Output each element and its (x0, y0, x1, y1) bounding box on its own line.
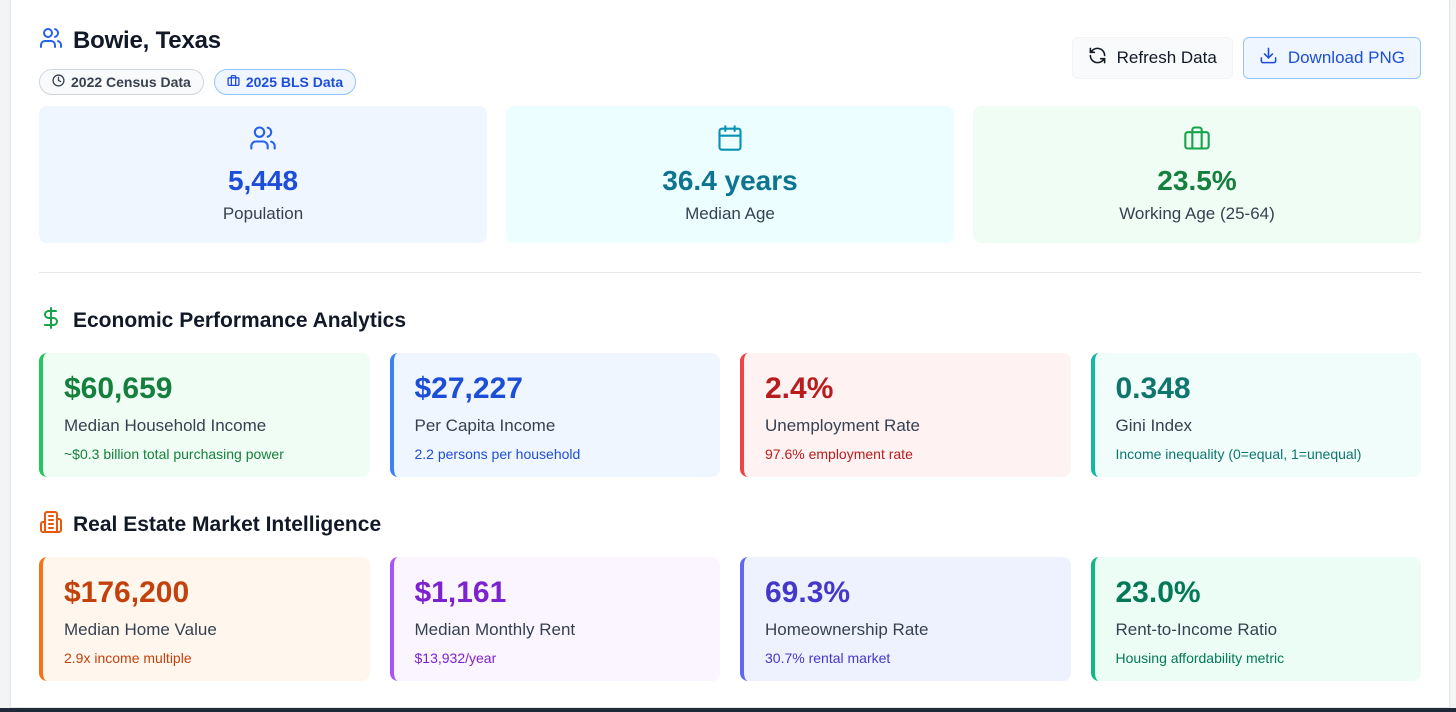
working-age-value: 23.5% (1157, 165, 1237, 196)
census-badge-label: 2022 Census Data (71, 74, 191, 90)
building-icon (39, 510, 63, 540)
refresh-button-label: Refresh Data (1116, 48, 1217, 67)
metric-subtext: Income inequality (0=equal, 1=unequal) (1115, 446, 1362, 462)
unemployment-rate-card: 2.4% Unemployment Rate 97.6% employment … (740, 353, 1071, 477)
median-age-label: Median Age (685, 204, 775, 223)
calendar-icon (716, 124, 744, 157)
median-age-value: 36.4 years (662, 165, 798, 196)
median-age-card: 36.4 years Median Age (506, 106, 954, 243)
metric-value: 2.4% (765, 372, 834, 405)
briefcase-icon (227, 74, 240, 90)
economic-section-heading: Economic Performance Analytics (73, 309, 407, 332)
data-source-badges: 2022 Census Data 2025 BLS Data (39, 69, 1421, 95)
refresh-data-button[interactable]: Refresh Data (1071, 37, 1233, 79)
briefcase-icon (1183, 124, 1211, 157)
median-household-income-card: $60,659 Median Household Income ~$0.3 bi… (39, 353, 370, 477)
bls-data-badge: 2025 BLS Data (213, 69, 357, 95)
summary-cards: 5,448 Population 36.4 years Median Age 2… (39, 106, 1421, 243)
economic-section-title: Economic Performance Analytics (39, 306, 406, 336)
census-data-badge: 2022 Census Data (39, 69, 204, 95)
metric-subtext: ~$0.3 billion total purchasing power (64, 446, 284, 462)
working-age-label: Working Age (25-64) (1119, 204, 1275, 223)
metric-value: $27,227 (414, 372, 523, 405)
population-card: 5,448 Population (39, 106, 487, 243)
metric-value: 69.3% (765, 576, 851, 609)
title-row: Bowie, Texas (39, 26, 1421, 55)
metric-label: Median Household Income (64, 416, 267, 435)
bls-badge-label: 2025 BLS Data (245, 74, 344, 90)
window-bottom-edge (0, 708, 1456, 712)
dollar-icon (39, 306, 63, 336)
metric-subtext: 2.9x income multiple (64, 650, 192, 666)
section-divider (39, 272, 1421, 273)
metric-value: $60,659 (64, 372, 173, 405)
metric-label: Median Home Value (64, 620, 217, 639)
metric-label: Median Monthly Rent (414, 620, 576, 639)
metric-subtext: $13,932/year (414, 650, 497, 666)
real-estate-metrics: $176,200 Median Home Value 2.9x income m… (39, 557, 1421, 681)
metric-value: 0.348 (1115, 372, 1191, 405)
page-title: Bowie, Texas (73, 26, 221, 54)
refresh-icon (1088, 46, 1107, 70)
download-button-label: Download PNG (1287, 48, 1405, 67)
header-actions: Refresh Data Download PNG (1071, 37, 1421, 79)
gini-index-card: 0.348 Gini Index Income inequality (0=eq… (1090, 353, 1421, 477)
median-monthly-rent-card: $1,161 Median Monthly Rent $13,932/year (389, 557, 720, 681)
metric-value: 23.0% (1115, 576, 1201, 609)
real-estate-section-heading: Real Estate Market Intelligence (73, 513, 382, 536)
median-home-value-card: $176,200 Median Home Value 2.9x income m… (39, 557, 370, 681)
metric-value: $176,200 (64, 576, 190, 609)
metric-label: Per Capita Income (414, 416, 556, 435)
users-icon (249, 124, 277, 157)
download-png-button[interactable]: Download PNG (1242, 37, 1421, 79)
population-value: 5,448 (227, 165, 299, 196)
metric-label: Gini Index (1115, 416, 1193, 435)
metric-value: $1,161 (414, 576, 507, 609)
metric-label: Rent-to-Income Ratio (1115, 620, 1278, 639)
dashboard-panel: Bowie, Texas 2022 Census Data 2025 BLS D… (10, 0, 1450, 708)
population-label: Population (222, 204, 304, 223)
metric-subtext: 30.7% rental market (765, 650, 891, 666)
metric-label: Homeownership Rate (765, 620, 929, 639)
working-age-card: 23.5% Working Age (25-64) (973, 106, 1421, 243)
real-estate-section-title: Real Estate Market Intelligence (39, 510, 381, 540)
header: Bowie, Texas 2022 Census Data 2025 BLS D… (39, 26, 1421, 96)
metric-subtext: Housing affordability metric (1115, 650, 1285, 666)
download-icon (1259, 46, 1278, 70)
metric-subtext: 97.6% employment rate (765, 446, 913, 462)
metric-label: Unemployment Rate (765, 416, 920, 435)
clock-icon (52, 74, 65, 90)
per-capita-income-card: $27,227 Per Capita Income 2.2 persons pe… (389, 353, 720, 477)
metric-subtext: 2.2 persons per household (414, 446, 581, 462)
rent-to-income-ratio-card: 23.0% Rent-to-Income Ratio Housing affor… (1090, 557, 1421, 681)
economic-metrics: $60,659 Median Household Income ~$0.3 bi… (39, 353, 1421, 477)
homeownership-rate-card: 69.3% Homeownership Rate 30.7% rental ma… (740, 557, 1071, 681)
users-icon (39, 26, 63, 55)
